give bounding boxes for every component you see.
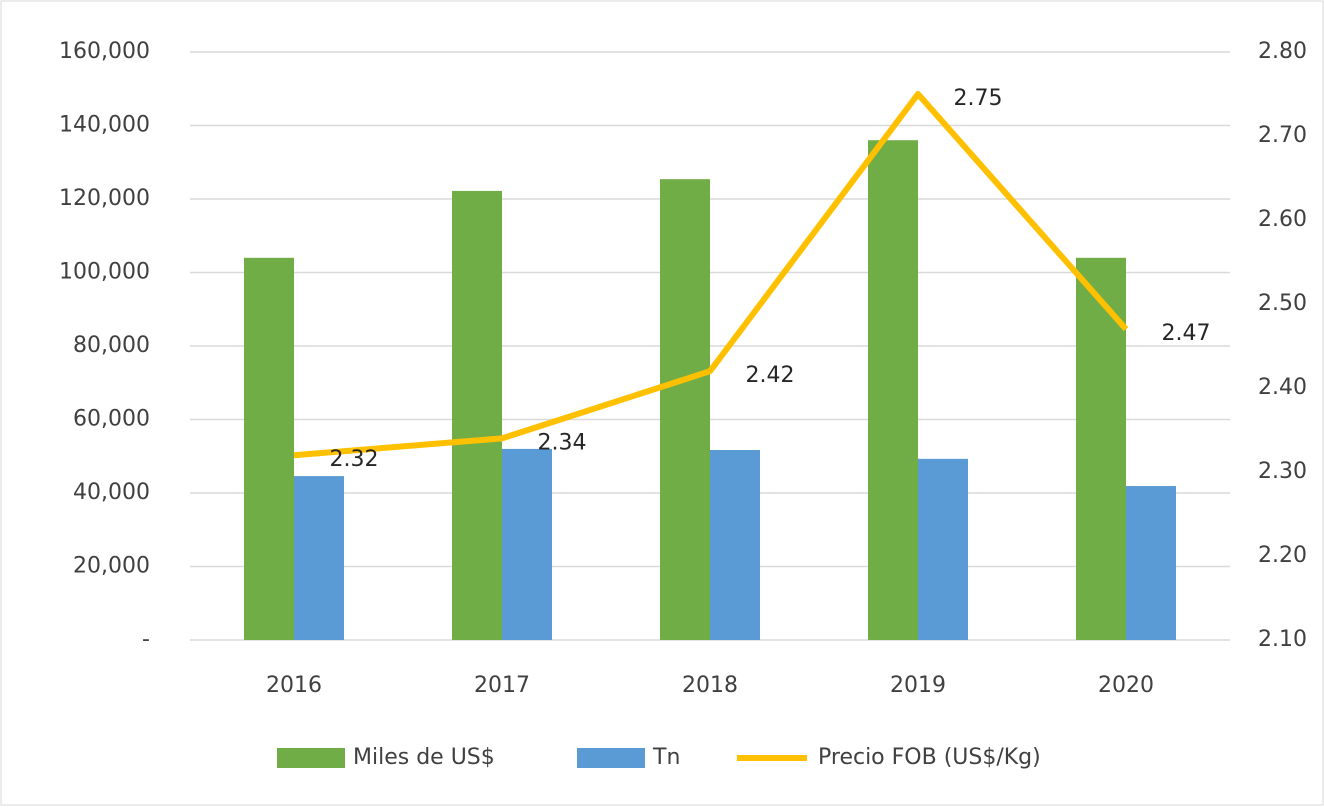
y-tick-label: 160,000 <box>59 39 150 64</box>
legend-label: Miles de US$ <box>353 745 495 770</box>
bar <box>452 190 502 641</box>
x-tick-label: 2020 <box>1098 673 1154 698</box>
y2-tick-label: 2.80 <box>1258 39 1307 64</box>
legend-label: Precio FOB (US$/Kg) <box>818 745 1041 770</box>
data-label: 2.32 <box>330 447 379 472</box>
legend-swatch <box>277 748 345 768</box>
y-tick-label: - <box>142 627 150 652</box>
y2-tick-label: 2.40 <box>1258 375 1307 400</box>
bar <box>918 458 968 640</box>
bar <box>502 448 552 640</box>
data-label: 2.42 <box>746 363 795 388</box>
bar <box>294 476 344 640</box>
bar <box>244 257 294 640</box>
x-tick-label: 2019 <box>890 673 946 698</box>
data-label: 2.34 <box>538 430 587 455</box>
x-tick-label: 2018 <box>682 673 738 698</box>
y-tick-label: 140,000 <box>59 113 150 138</box>
y2-tick-label: 2.50 <box>1258 291 1307 316</box>
bar <box>660 179 710 640</box>
y2-tick-label: 2.20 <box>1258 543 1307 568</box>
x-tick-label: 2017 <box>474 673 530 698</box>
y2-tick-label: 2.30 <box>1258 459 1307 484</box>
y2-tick-label: 2.70 <box>1258 123 1307 148</box>
line <box>293 91 1129 459</box>
legend-label: Tn <box>652 745 680 770</box>
bar <box>1126 486 1176 640</box>
data-label: 2.47 <box>1162 321 1211 346</box>
y-tick-label: 60,000 <box>73 407 150 432</box>
data-label: 2.75 <box>954 86 1003 111</box>
bar <box>868 140 918 640</box>
legend-swatch <box>577 748 645 768</box>
y-tick-label: 40,000 <box>73 480 150 505</box>
y-tick-label: 120,000 <box>59 186 150 211</box>
y-tick-label: 80,000 <box>73 333 150 358</box>
y-tick-label: 100,000 <box>59 260 150 285</box>
bar <box>1076 257 1126 640</box>
bar <box>710 450 760 640</box>
y2-tick-label: 2.10 <box>1258 627 1307 652</box>
x-tick-label: 2016 <box>266 673 322 698</box>
y2-tick-label: 2.60 <box>1258 207 1307 232</box>
y-tick-label: 20,000 <box>73 554 150 579</box>
